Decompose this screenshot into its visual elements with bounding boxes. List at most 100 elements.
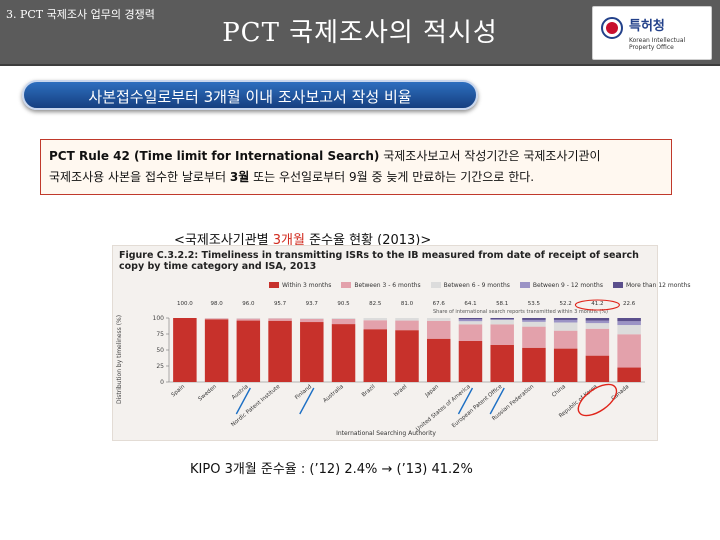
slide-title: PCT 국제조사의 적시성 <box>222 18 498 48</box>
x-tick-label: Finland <box>294 384 313 401</box>
bar-segment <box>585 320 610 324</box>
caption-highlight: 3개월 <box>272 233 305 248</box>
bar-segment <box>363 329 388 382</box>
legend-label: Between 3 - 6 months <box>354 281 421 289</box>
figure-caption: <국제조사기관별 3개월 준수율 현황 (2013)> <box>174 229 431 248</box>
x-tick-label: Sweden <box>197 384 218 403</box>
share-note: Share of international search reports tr… <box>433 309 608 315</box>
data-label: 67.6 <box>433 301 446 307</box>
legend-item: More than 12 months <box>613 279 690 291</box>
logo-korean-name: 특허청 <box>629 19 665 34</box>
kipo-compliance-summary: KIPO 3개월 준수율 : (’12) 2.4% → (’13) 41.2% <box>190 462 473 477</box>
bar-segment <box>395 318 419 321</box>
rule-line1: 국제조사보고서 작성기간은 국제조사기관이 <box>379 149 601 163</box>
data-label: 82.5 <box>369 301 382 307</box>
logo-english-name: Korean Intellectual Property Office <box>629 37 686 51</box>
bar-segment <box>236 318 261 319</box>
bar-segment <box>585 328 610 356</box>
legend-swatch <box>341 282 352 288</box>
bar-segment <box>617 334 641 368</box>
data-label: 81.0 <box>401 301 414 307</box>
data-label: 52.2 <box>560 301 572 307</box>
legend-swatch <box>519 282 530 288</box>
data-label: 58.1 <box>496 301 508 307</box>
slide-header: 3. PCT 국제조사 업무의 경쟁력 PCT 국제조사의 적시성 특허청 Ko… <box>0 0 720 66</box>
bar-segment <box>490 319 514 320</box>
data-label: 98.0 <box>210 301 223 307</box>
rule-line2-a: 국제조사용 사본을 접수한 날로부터 <box>49 170 230 184</box>
bar-segment <box>553 348 578 382</box>
bar-segment <box>553 318 578 320</box>
bar-segment <box>490 319 514 325</box>
x-tick-label: United States of America <box>415 384 472 433</box>
rule-line2-bold: 3월 <box>229 170 250 184</box>
bar-segment <box>268 318 292 321</box>
bar-segment <box>331 324 356 382</box>
subtitle-banner: 사본접수일로부터 3개월 이내 조사보고서 작성 비율 <box>22 80 478 110</box>
bar-segment <box>204 318 229 320</box>
x-tick-label: Australia <box>322 384 345 404</box>
bar-segment <box>204 319 229 382</box>
government-emblem-icon <box>601 17 623 39</box>
bar-segment <box>585 323 610 329</box>
bar-segment <box>617 367 641 382</box>
y-tick-label: 50 <box>156 347 164 354</box>
rule-text-box: PCT Rule 42 (Time limit for Internationa… <box>40 139 672 195</box>
bar-segment <box>490 318 514 320</box>
section-label: 3. PCT 국제조사 업무의 경쟁력 <box>6 8 155 21</box>
x-tick-label: Spain <box>171 384 187 399</box>
chart-plot: 0 25 50 75 100 Share of international search … <box>153 299 645 433</box>
korea-highlight-circle <box>577 383 618 417</box>
legend-swatch <box>430 282 441 288</box>
legend-label: Within 3 months <box>282 281 332 289</box>
bar-segment <box>522 319 546 322</box>
legend-item: Between 6 - 9 months <box>430 279 510 291</box>
bar-segment <box>522 321 546 327</box>
timeliness-chart: Figure C.3.2.2: Timeliness in transmitti… <box>112 245 690 441</box>
data-label: 22.6 <box>623 301 636 307</box>
legend-label: Between 9 - 12 months <box>532 281 603 289</box>
bar-segment <box>395 320 419 331</box>
y-tick-label: 25 <box>156 363 164 370</box>
bar-segment <box>300 318 324 319</box>
highlight-underline <box>457 387 474 415</box>
bar-segment <box>617 321 641 326</box>
caption-prefix: <국제조사기관별 <box>174 233 273 248</box>
rule-heading: PCT Rule 42 (Time limit for Internationa… <box>49 149 380 163</box>
bar-segment <box>458 324 483 341</box>
bar-segment <box>458 319 483 322</box>
chart-title: Figure C.3.2.2: Timeliness in transmitti… <box>119 250 639 272</box>
bar-segment <box>363 318 388 321</box>
bar-segment <box>585 318 610 321</box>
chart-x-axis-label: International Searching Authority <box>336 430 436 437</box>
legend-item: Between 9 - 12 months <box>519 279 603 291</box>
data-label: 96.0 <box>242 301 255 307</box>
bar-segment <box>331 318 356 319</box>
bar-segment <box>236 318 261 321</box>
bar-segment <box>490 324 514 345</box>
bar-segment <box>553 322 578 331</box>
bar-segment <box>458 321 483 325</box>
bar-segment <box>522 347 546 382</box>
bar-segment <box>300 322 324 382</box>
y-tick-label: 100 <box>153 315 165 322</box>
bar-segment <box>300 318 324 323</box>
x-tick-label: Brazil <box>361 384 377 399</box>
bar-segment <box>522 318 546 320</box>
data-label: 95.7 <box>274 301 287 307</box>
data-label: 41.2 <box>591 301 603 307</box>
chart-legend: Within 3 months Between 3 - 6 months Betwe… <box>269 279 690 291</box>
data-label: 90.5 <box>337 301 350 307</box>
x-tick-label: Austria <box>231 384 250 401</box>
x-tick-label: China <box>551 384 567 399</box>
highlight-underline <box>489 387 505 415</box>
bar-segment <box>236 320 261 382</box>
bar-segment <box>395 330 419 382</box>
data-label: 93.7 <box>306 301 319 307</box>
legend-label: Between 6 - 9 months <box>443 281 510 289</box>
bar-segment <box>490 344 514 382</box>
bar-segment <box>426 320 451 339</box>
caption-suffix: 준수율 현황 (2013)> <box>304 233 432 248</box>
bar-segment <box>173 318 197 382</box>
bar-segment <box>617 318 641 322</box>
